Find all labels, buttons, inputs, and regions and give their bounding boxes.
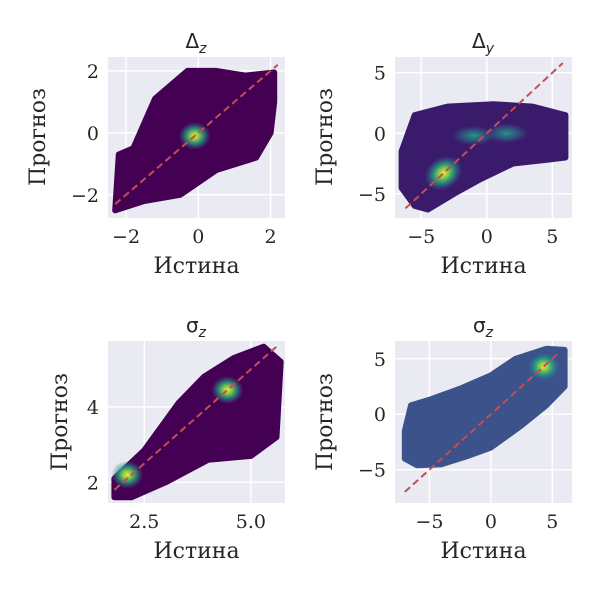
panel-title: Δy xyxy=(472,29,495,57)
x-axis-label: Истина xyxy=(153,254,239,279)
y-axis-label: Прогноз xyxy=(313,88,338,186)
x-tick-label: 5.0 xyxy=(236,511,266,533)
y-tick-label: 2 xyxy=(87,61,99,83)
panel-delta-y: −5 0 5 −5 0 5 Δy Истина Прогноз xyxy=(313,29,572,279)
panel-sigma-z: 2.5 5.0 2 4 σz Истина Прогноз xyxy=(48,313,285,564)
y-tick-label: 5 xyxy=(374,63,386,85)
panel-sigma-z-2: −5 0 5 −5 0 5 σz Истина Прогноз xyxy=(313,313,572,564)
panel-title: σz xyxy=(186,313,207,341)
y-tick-label: −5 xyxy=(358,184,386,206)
x-axis-label: Истина xyxy=(153,539,239,564)
y-tick-label: −2 xyxy=(71,185,99,207)
x-axis-label: Истина xyxy=(440,254,526,279)
y-tick-label: 0 xyxy=(87,123,99,145)
density-hotspot xyxy=(111,461,143,489)
y-tick-label: 2 xyxy=(87,472,99,494)
panel-title: Δz xyxy=(185,29,207,57)
y-tick-label: 4 xyxy=(87,397,99,419)
x-tick-label: 2 xyxy=(265,226,277,248)
x-tick-label: 2.5 xyxy=(129,511,159,533)
x-tick-label: 0 xyxy=(481,226,493,248)
x-tick-label: −5 xyxy=(415,511,443,533)
panel-title: σz xyxy=(473,313,494,341)
x-tick-label: 0 xyxy=(192,226,204,248)
y-tick-label: 0 xyxy=(374,123,386,145)
x-tick-label: 0 xyxy=(485,511,497,533)
x-tick-label: 5 xyxy=(546,511,558,533)
y-axis-label: Прогноз xyxy=(26,88,51,186)
y-axis-label: Прогноз xyxy=(48,373,73,471)
x-axis-label: Истина xyxy=(440,539,526,564)
x-tick-label: 5 xyxy=(546,226,558,248)
panel-delta-z: −2 0 2 −2 0 2 Δz Истина Прогноз xyxy=(26,29,285,279)
x-tick-label: −5 xyxy=(407,226,435,248)
y-tick-label: 0 xyxy=(374,404,386,426)
density-hotspot xyxy=(484,123,528,143)
y-tick-label: 5 xyxy=(374,349,386,371)
x-tick-label: −2 xyxy=(112,226,140,248)
y-axis-label: Прогноз xyxy=(313,373,338,471)
y-tick-label: −5 xyxy=(358,460,386,482)
